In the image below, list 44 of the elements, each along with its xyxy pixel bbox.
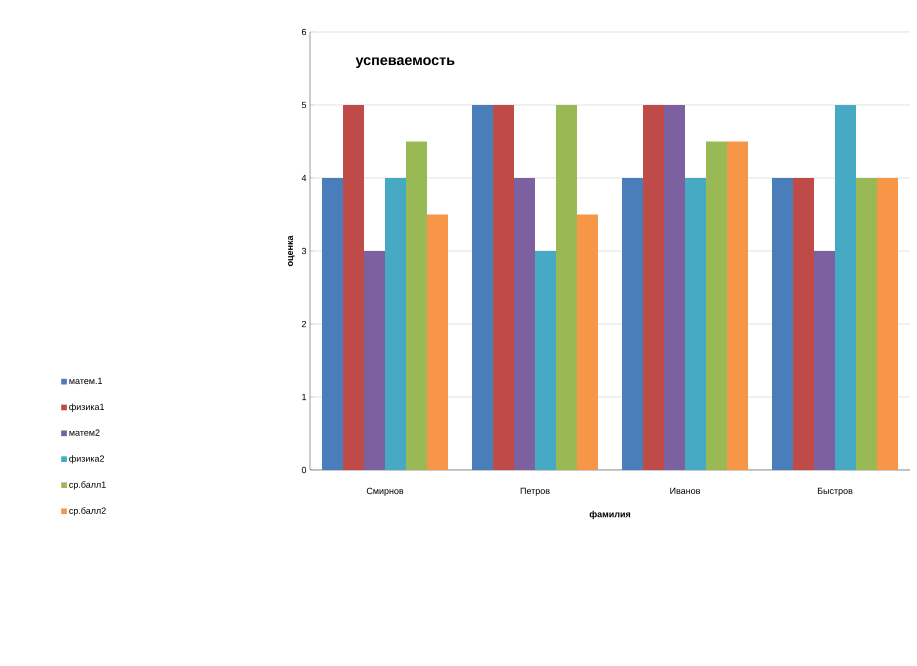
- bar: [727, 141, 748, 470]
- x-tick-label: Смирнов: [366, 488, 404, 496]
- y-tick-label: 2: [302, 320, 306, 328]
- bar: [493, 104, 514, 470]
- bar: [793, 178, 814, 470]
- bar: [577, 214, 598, 470]
- bar: [685, 178, 706, 470]
- bar: [622, 178, 644, 470]
- bar: [343, 104, 364, 470]
- bar: [427, 214, 448, 470]
- bar: [877, 178, 898, 470]
- bar: [535, 250, 556, 470]
- bar: [856, 178, 878, 470]
- y-tick-label: 3: [302, 248, 306, 254]
- legend-label: ср.балл1: [69, 481, 106, 490]
- bar: [322, 178, 344, 470]
- bar: [514, 178, 536, 470]
- y-tick-label: 1: [302, 394, 306, 400]
- x-tick-label: Иванов: [670, 488, 700, 494]
- y-axis-title: оценка: [288, 235, 295, 266]
- bar: [472, 104, 494, 470]
- legend-label: физика2: [69, 455, 104, 464]
- bar: [385, 178, 406, 470]
- y-tick-label: 4: [302, 174, 306, 182]
- x-axis-title: фамилия: [590, 510, 630, 520]
- legend-label: матем.1: [69, 378, 102, 384]
- x-tick-label: Быстров: [818, 488, 852, 496]
- text: успеваемость: [356, 57, 454, 68]
- y-tick-label: 0: [302, 466, 306, 474]
- legend-label: матем2: [69, 429, 100, 436]
- bar: [835, 104, 856, 470]
- bar: [643, 104, 664, 470]
- bar: [814, 250, 836, 470]
- legend-label: ср.балл2: [69, 507, 106, 516]
- bar: [406, 141, 428, 470]
- bar: [556, 104, 578, 470]
- y-tick-label: 5: [302, 102, 306, 108]
- bar: [364, 250, 386, 470]
- bar: [772, 178, 794, 470]
- x-tick-label: Петров: [520, 488, 550, 496]
- y-tick-label: 6: [302, 28, 306, 36]
- bar: [664, 104, 686, 470]
- bar: [706, 141, 728, 470]
- legend-label: физика1: [69, 403, 104, 412]
